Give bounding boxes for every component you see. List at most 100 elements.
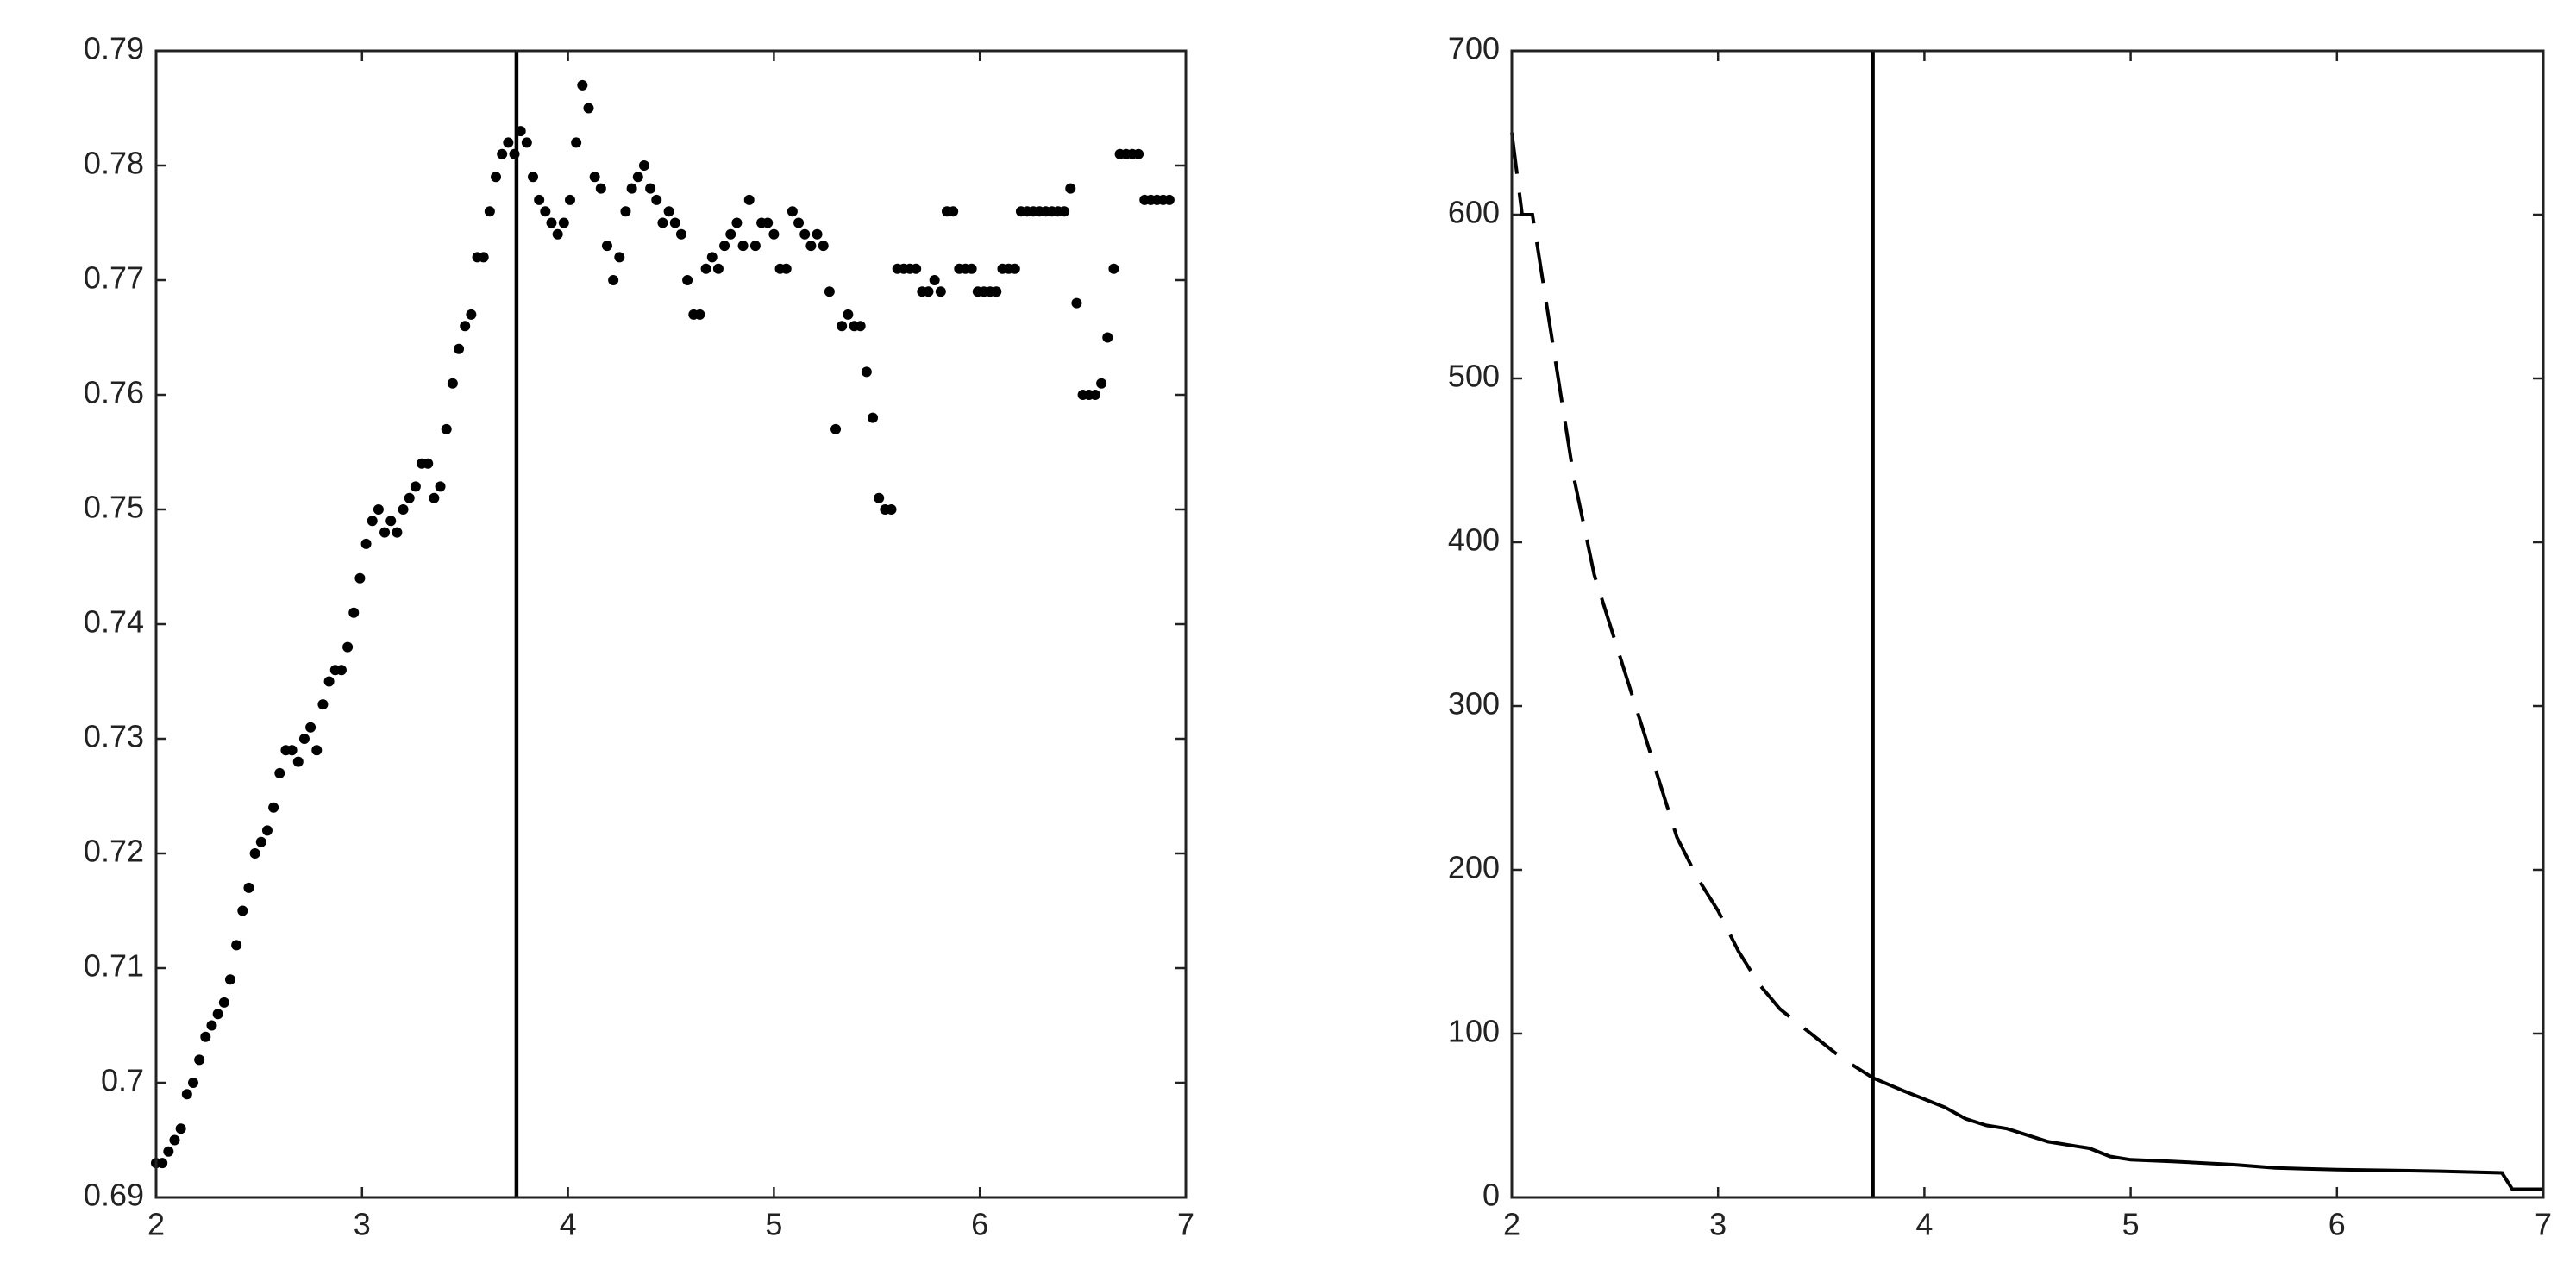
point [645, 183, 656, 194]
point [837, 321, 848, 332]
point [546, 217, 557, 228]
point [484, 206, 495, 217]
point [935, 286, 946, 297]
point [632, 172, 643, 183]
point [805, 241, 817, 252]
point [305, 722, 317, 733]
line [1510, 132, 1874, 1079]
axes-box [1510, 49, 2545, 1199]
point [601, 241, 612, 252]
point [534, 194, 545, 205]
point [620, 206, 631, 217]
point [454, 343, 465, 354]
point [497, 148, 508, 159]
point [966, 263, 977, 274]
point [342, 641, 354, 653]
point [663, 206, 674, 217]
point [528, 172, 539, 183]
point [392, 527, 403, 538]
point [1102, 332, 1113, 343]
y-tick-label: 0.69 [84, 1178, 144, 1213]
point [812, 228, 823, 240]
point [712, 263, 724, 274]
y-tick-label: 200 [1448, 850, 1500, 885]
point [255, 836, 266, 847]
point [441, 423, 452, 434]
point [780, 263, 792, 274]
point [1089, 390, 1100, 400]
point [398, 504, 409, 515]
line [1871, 1076, 2543, 1191]
y-tick-label: 600 [1448, 195, 1500, 230]
point [564, 194, 575, 205]
y-tick-label: 500 [1448, 359, 1500, 394]
y-tick-label: 0.78 [84, 146, 144, 181]
x-tick-label: 5 [2122, 1207, 2140, 1242]
y-tick-label: 0.79 [84, 31, 144, 66]
y-tick-label: 400 [1448, 522, 1500, 558]
point [886, 504, 897, 515]
point [521, 137, 532, 148]
point [385, 516, 397, 527]
point [1163, 194, 1175, 205]
point [818, 241, 829, 252]
y-tick-label: 100 [1448, 1014, 1500, 1049]
point [367, 516, 378, 527]
point [700, 263, 711, 274]
point [298, 734, 310, 744]
point [311, 745, 323, 756]
point [929, 275, 940, 285]
point [466, 309, 477, 320]
point [626, 183, 637, 194]
point [435, 481, 446, 492]
point [824, 286, 835, 297]
point [540, 206, 551, 217]
point [200, 1031, 211, 1042]
point [589, 172, 600, 183]
x-tick-label: 2 [1503, 1207, 1520, 1242]
point [181, 1089, 192, 1100]
point [868, 412, 879, 423]
point [911, 263, 922, 274]
point [948, 206, 959, 217]
point [491, 172, 502, 183]
point [682, 275, 693, 285]
y-tick-label: 0.74 [84, 604, 144, 640]
y-tick-label: 0.7 [101, 1063, 144, 1098]
point [830, 423, 842, 434]
x-tick-label: 5 [765, 1207, 782, 1242]
point [1065, 183, 1076, 194]
x-tick-label: 6 [971, 1207, 988, 1242]
point [749, 241, 761, 252]
point [379, 527, 391, 538]
point [157, 1158, 168, 1169]
point [231, 940, 242, 951]
point [194, 1054, 205, 1066]
point [460, 321, 471, 332]
y-tick-label: 0.75 [84, 490, 144, 525]
point [317, 699, 329, 710]
point [719, 241, 730, 252]
point [243, 882, 254, 893]
point [651, 194, 662, 205]
y-tick-label: 0 [1482, 1178, 1500, 1213]
x-tick-label: 4 [560, 1207, 577, 1242]
point [855, 321, 866, 332]
point [991, 286, 1002, 297]
point [762, 217, 774, 228]
point [595, 183, 606, 194]
point [861, 366, 872, 378]
point [1133, 148, 1144, 159]
point [1059, 206, 1070, 217]
point [923, 286, 934, 297]
point [187, 1078, 198, 1088]
point [423, 458, 434, 469]
point [212, 1009, 223, 1020]
point [768, 228, 780, 240]
point [614, 252, 625, 263]
point [404, 492, 415, 503]
point [360, 538, 372, 549]
point [292, 756, 304, 767]
point [410, 481, 421, 492]
